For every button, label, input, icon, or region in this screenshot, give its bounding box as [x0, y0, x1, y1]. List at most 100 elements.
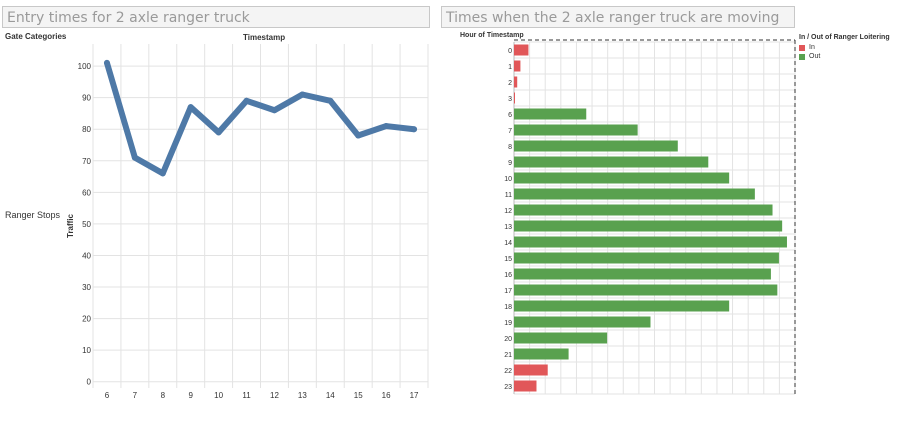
- gate-categories-header: Gate Categories: [5, 32, 67, 41]
- bar-hour-18[interactable]: [514, 300, 730, 312]
- legend-swatch-in: [799, 44, 805, 51]
- bar-hour-11[interactable]: [514, 188, 755, 200]
- hour-label: 19: [504, 320, 512, 327]
- hour-label: 7: [508, 128, 512, 135]
- line-chart: 0 10 20 30 40 50 60 70 80 90 100 6 7 8 9 10 11 12 13 14 15 1…: [66, 44, 429, 400]
- y-tick-label: 100: [78, 62, 92, 71]
- x-tick-label: 11: [242, 391, 251, 400]
- line-point[interactable]: [159, 170, 166, 177]
- bar-chart-bars: [514, 44, 787, 392]
- hour-label: 21: [504, 352, 512, 359]
- bar-hour-14[interactable]: [514, 236, 787, 248]
- hour-label: 14: [504, 240, 512, 247]
- hour-label: 3: [508, 96, 512, 103]
- line-point[interactable]: [103, 59, 110, 66]
- line-chart-x-ticks: 6 7 8 9 10 11 12 13 14 15 16 17: [105, 391, 419, 400]
- bar-hour-8[interactable]: [514, 140, 678, 152]
- bar-hour-9[interactable]: [514, 156, 709, 168]
- hour-label: 9: [508, 160, 512, 167]
- x-tick-label: 17: [410, 391, 419, 400]
- line-point[interactable]: [327, 97, 334, 104]
- hour-label: 8: [508, 144, 512, 151]
- bar-hour-0[interactable]: [514, 44, 529, 56]
- bar-hour-6[interactable]: [514, 108, 587, 120]
- legend-swatch-out: [799, 53, 805, 60]
- line-point[interactable]: [355, 132, 362, 139]
- hour-label: 20: [504, 336, 512, 343]
- hour-label: 1: [508, 64, 512, 71]
- x-tick-label: 10: [214, 391, 223, 400]
- y-tick-label: 10: [82, 346, 91, 355]
- bar-hour-1[interactable]: [514, 60, 521, 72]
- legend-title: In / Out of Ranger Loitering: [799, 34, 890, 41]
- bar-hour-22[interactable]: [514, 364, 548, 376]
- bar-hour-15[interactable]: [514, 252, 779, 264]
- hour-label: 13: [504, 224, 512, 231]
- hour-label: 10: [504, 176, 512, 183]
- bar-hour-17[interactable]: [514, 284, 778, 296]
- legend-item-in[interactable]: In: [799, 44, 890, 51]
- bar-hour-20[interactable]: [514, 332, 608, 344]
- line-point[interactable]: [187, 104, 194, 111]
- ranger-stops-label: Ranger Stops: [5, 210, 61, 220]
- bar-hour-10[interactable]: [514, 172, 730, 184]
- line-point[interactable]: [243, 97, 250, 104]
- y-tick-label: 40: [82, 251, 91, 260]
- bar-hour-13[interactable]: [514, 220, 783, 232]
- x-tick-label: 7: [133, 391, 138, 400]
- hour-label: 16: [504, 272, 512, 279]
- hour-of-timestamp-header: Hour of Timestamp: [460, 32, 524, 39]
- y-tick-label: 60: [82, 188, 91, 197]
- line-point[interactable]: [271, 107, 278, 114]
- x-tick-label: 16: [382, 391, 391, 400]
- timestamp-header: Timestamp: [243, 33, 286, 42]
- line-point[interactable]: [411, 126, 418, 133]
- bar-hour-7[interactable]: [514, 124, 638, 136]
- bar-hour-23[interactable]: [514, 380, 537, 392]
- traffic-line[interactable]: [103, 59, 418, 177]
- legend-label-out: Out: [809, 53, 821, 60]
- right-chart-title: Times when the 2 axle ranger truck are m…: [441, 6, 795, 28]
- line-point[interactable]: [131, 154, 138, 161]
- hour-label: 0: [508, 48, 512, 55]
- y-tick-label: 90: [82, 94, 91, 103]
- hour-label: 12: [504, 208, 512, 215]
- y-tick-label: 80: [82, 125, 91, 134]
- y-tick-label: 20: [82, 315, 91, 324]
- x-tick-label: 8: [161, 391, 166, 400]
- x-tick-label: 14: [326, 391, 335, 400]
- y-tick-label: 30: [82, 283, 91, 292]
- hour-label: 22: [504, 368, 512, 375]
- legend: In / Out of Ranger Loitering In Out: [799, 34, 890, 62]
- hour-label: 15: [504, 256, 512, 263]
- x-tick-label: 13: [298, 391, 307, 400]
- bar-hour-2[interactable]: [514, 76, 518, 88]
- hour-label: 23: [504, 384, 512, 391]
- left-chart-title: Entry times for 2 axle ranger truck: [2, 6, 430, 28]
- x-tick-label: 9: [188, 391, 193, 400]
- bar-hour-16[interactable]: [514, 268, 771, 280]
- bar-hour-12[interactable]: [514, 204, 773, 216]
- hour-label: 6: [508, 112, 512, 119]
- traffic-axis-label: Traffic: [66, 213, 75, 238]
- legend-label-in: In: [809, 44, 815, 51]
- hour-label: 18: [504, 304, 512, 311]
- x-tick-label: 12: [270, 391, 279, 400]
- line-point[interactable]: [383, 123, 390, 130]
- line-point[interactable]: [215, 129, 222, 136]
- line-point[interactable]: [299, 91, 306, 98]
- hour-label: 2: [508, 80, 512, 87]
- y-tick-label: 50: [82, 220, 91, 229]
- y-tick-label: 70: [82, 157, 91, 166]
- hour-label: 11: [505, 192, 512, 199]
- bar-hour-21[interactable]: [514, 348, 569, 360]
- bar-hour-19[interactable]: [514, 316, 651, 328]
- y-tick-label: 0: [87, 378, 92, 387]
- bar-hour-3[interactable]: [514, 92, 515, 104]
- line-chart-y-ticks: 0 10 20 30 40 50 60 70 80 90 100: [78, 62, 92, 387]
- x-tick-label: 15: [354, 391, 363, 400]
- line-series: [103, 59, 418, 177]
- legend-item-out[interactable]: Out: [799, 53, 890, 60]
- x-tick-label: 6: [105, 391, 110, 400]
